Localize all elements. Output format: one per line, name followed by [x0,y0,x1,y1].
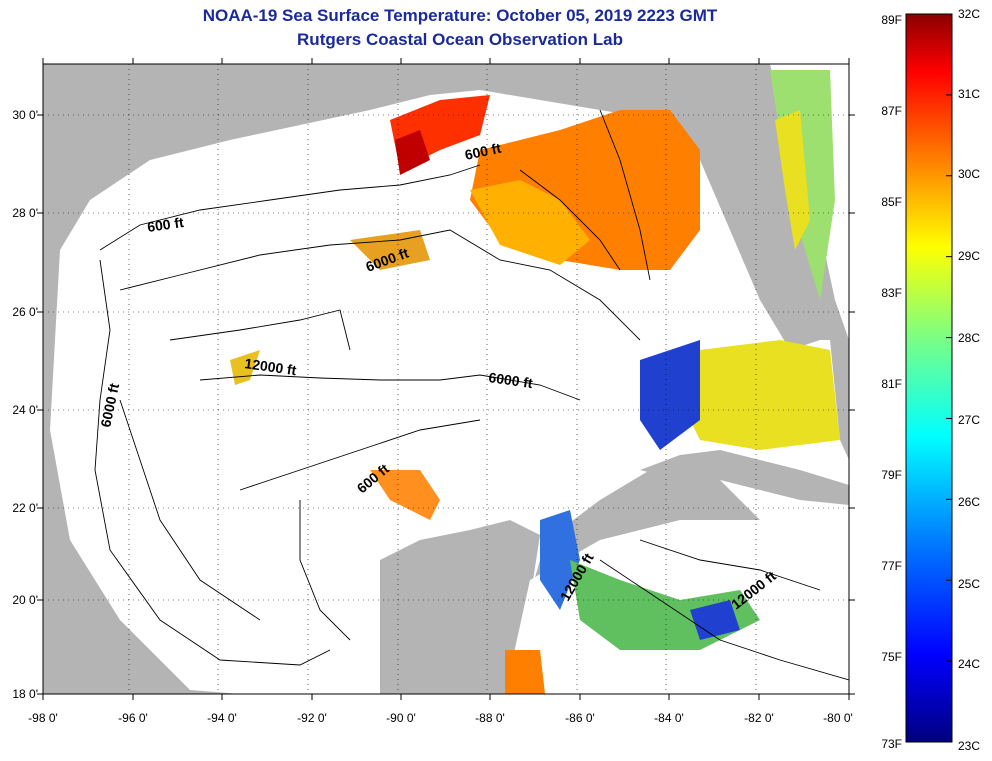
lon-label: -82 0' [744,711,774,725]
map-subtitle: Rutgers Coastal Ocean Observation Lab [297,30,623,49]
colorbar-c-label: 26C [958,495,980,509]
colorbar-c-label: 24C [958,657,980,671]
lat-label: 24 0' [12,403,38,417]
colorbar-f-label: 89F [881,13,902,27]
colorbar-c-label: 25C [958,577,980,591]
lat-label: 30 0' [12,108,38,122]
colorbar-c-label: 31C [958,87,980,101]
lat-label: 20 0' [12,593,38,607]
lon-label: -84 0' [654,711,684,725]
lon-label: -80 0' [823,711,853,725]
colorbar-f-label: 75F [881,650,902,664]
contour-label: 6000 ft [488,369,534,391]
map-title: NOAA-19 Sea Surface Temperature: October… [202,6,718,25]
graticule [43,64,849,694]
lon-label: -94 0' [207,711,237,725]
colorbar-ticks [946,13,952,743]
colorbar-c-label: 23C [958,739,980,753]
colorbar-c-label: 30C [958,167,980,181]
yucatan-peninsula [380,520,540,694]
contour-label: 12000 ft [244,355,298,378]
colorbar-f-label: 81F [881,377,902,391]
colorbar-c-label: 27C [958,413,980,427]
colorbar-f-label: 85F [881,195,902,209]
cuba [640,450,849,505]
contour-label: 600 ft [463,140,502,163]
axis-ticks [37,58,855,700]
lat-label: 26 0' [12,305,38,319]
lat-label: 22 0' [12,501,38,515]
colorbar-f-label: 77F [881,559,902,573]
lat-label: 28 0' [12,206,38,220]
colorbar-f-label: 79F [881,468,902,482]
lon-label: -88 0' [475,711,505,725]
lon-label: -98 0' [28,711,58,725]
map-frame [42,63,850,695]
florida-peninsula [700,70,835,350]
depth-contours [94,109,849,681]
lon-label: -92 0' [297,711,327,725]
colorbar-c-label: 32C [958,7,980,21]
lat-label: 18 0' [12,687,38,701]
contour-label: 600 ft [146,214,185,235]
colorbar-c-label: 28C [958,331,980,345]
lon-label: -96 0' [118,711,148,725]
sst-patches [230,70,840,694]
lon-label: -90 0' [386,711,416,725]
lon-label: -86 0' [565,711,595,725]
colorbar [905,13,953,743]
colorbar-f-label: 87F [881,104,902,118]
colorbar-c-label: 29C [958,249,980,263]
colorbar-f-label: 73F [881,737,902,751]
colorbar-f-label: 83F [881,286,902,300]
